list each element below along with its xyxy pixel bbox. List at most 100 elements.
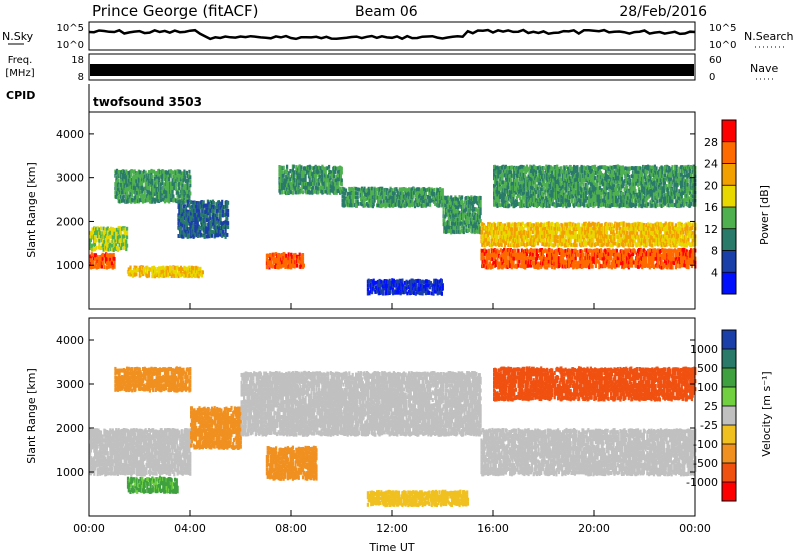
data-cell — [309, 165, 312, 170]
data-cell — [121, 190, 124, 195]
data-cell — [94, 257, 97, 261]
data-cell — [147, 273, 151, 278]
data-cell — [441, 286, 444, 291]
data-cell — [139, 194, 142, 199]
data-cell — [96, 234, 99, 239]
data-cell — [98, 238, 101, 243]
data-cell — [668, 225, 672, 230]
data-cell — [158, 269, 162, 273]
data-cell — [171, 185, 174, 190]
data-cell — [324, 182, 327, 186]
data-cell — [115, 235, 118, 240]
data-cell — [159, 182, 162, 187]
data-cell — [491, 265, 494, 269]
data-cell — [117, 230, 120, 235]
data-cell — [100, 264, 103, 269]
data-cell — [443, 218, 446, 223]
data-cell — [183, 274, 186, 278]
data-cell — [189, 191, 192, 196]
data-cell — [141, 270, 144, 274]
data-cell — [179, 273, 183, 278]
data-cell — [547, 263, 550, 268]
date-label: 28/Feb/2016 — [619, 4, 707, 20]
data-cell — [298, 252, 301, 257]
data-cell — [304, 178, 307, 182]
data-cell — [147, 267, 151, 271]
data-cell — [139, 178, 142, 183]
data-cell — [122, 246, 125, 250]
data-cell — [99, 226, 103, 231]
data-cell — [150, 168, 153, 173]
data-cell — [188, 186, 191, 190]
data-cell — [153, 169, 156, 174]
data-cell — [141, 181, 144, 186]
data-cell — [125, 247, 128, 252]
data-cell — [467, 228, 470, 232]
data-cell — [178, 182, 181, 186]
data-cell — [478, 214, 481, 219]
data-cell — [142, 267, 146, 271]
data-cell — [184, 229, 188, 234]
station-title: Prince George (fitACF) — [92, 2, 258, 20]
data-cell — [188, 265, 191, 270]
data-cell — [101, 239, 104, 244]
data-cell — [622, 243, 625, 248]
data-cell — [282, 173, 285, 178]
data-cell — [119, 234, 122, 239]
data-cell — [599, 248, 603, 253]
data-cell — [104, 227, 107, 232]
data-cell — [145, 269, 148, 274]
data-cell — [94, 264, 97, 269]
data-cell — [179, 207, 183, 211]
data-cell — [115, 245, 119, 250]
data-cell — [141, 193, 144, 198]
data-cell — [179, 225, 183, 230]
data-cell — [185, 170, 188, 175]
cpid-value: twofsound 3503 — [93, 95, 202, 109]
data-cell — [337, 181, 340, 186]
data-cell — [156, 190, 159, 195]
data-cell — [129, 197, 132, 202]
data-cell — [132, 174, 135, 179]
data-cell — [227, 213, 230, 217]
data-cell — [89, 242, 92, 247]
data-cell — [132, 190, 135, 194]
data-cell — [97, 245, 100, 250]
data-cell — [131, 198, 135, 203]
data-cell — [296, 263, 299, 268]
data-cell — [186, 182, 189, 186]
data-cell — [179, 169, 182, 174]
nave-label: Nave — [750, 62, 778, 75]
data-cell — [120, 183, 123, 187]
data-cell — [161, 189, 164, 194]
data-cell — [185, 213, 188, 218]
data-cell — [139, 268, 142, 273]
data-cell — [154, 269, 157, 274]
data-cell — [227, 200, 230, 205]
data-cell — [105, 237, 108, 242]
data-cell — [226, 204, 229, 209]
data-cell — [227, 209, 230, 213]
data-cell — [186, 186, 189, 190]
data-cell — [189, 179, 192, 184]
data-cell — [147, 186, 151, 190]
noise-left-tick-bottom: 10^0 — [57, 40, 84, 51]
data-cell — [121, 188, 124, 193]
data-cell — [129, 189, 132, 194]
data-cell — [328, 164, 331, 169]
data-cell — [151, 179, 154, 183]
data-cell — [186, 227, 189, 231]
data-cell — [227, 225, 230, 230]
data-cell — [302, 170, 305, 175]
data-cell — [212, 201, 215, 205]
data-cell — [94, 253, 98, 258]
data-cell — [101, 256, 104, 261]
data-cell — [160, 191, 163, 196]
data-cell — [137, 267, 140, 272]
data-cell — [440, 291, 443, 296]
data-cell — [174, 270, 177, 274]
data-cell — [185, 225, 188, 229]
data-cell — [100, 246, 103, 250]
data-cell — [89, 246, 92, 250]
data-cell — [183, 189, 186, 194]
